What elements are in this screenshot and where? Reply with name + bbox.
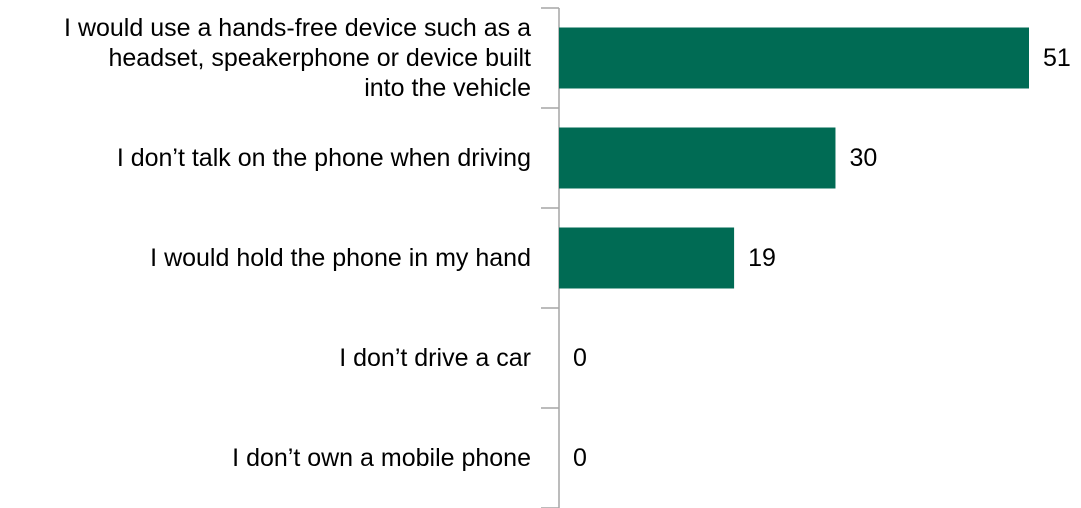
data-label: 19 bbox=[748, 244, 776, 272]
bar bbox=[559, 227, 735, 289]
category-label: I don’t own a mobile phone bbox=[232, 444, 531, 472]
data-label: 0 bbox=[573, 444, 587, 472]
data-label: 0 bbox=[573, 344, 587, 372]
bar bbox=[559, 127, 836, 189]
data-label: 30 bbox=[849, 144, 877, 172]
category-label: I would hold the phone in my hand bbox=[150, 244, 531, 272]
category-label: I don’t talk on the phone when driving bbox=[116, 144, 531, 172]
category-label: I don’t drive a car bbox=[339, 344, 531, 372]
bar bbox=[559, 27, 1029, 89]
data-label: 51 bbox=[1043, 44, 1071, 72]
category-label: I would use a hands-free device such as … bbox=[64, 14, 531, 102]
